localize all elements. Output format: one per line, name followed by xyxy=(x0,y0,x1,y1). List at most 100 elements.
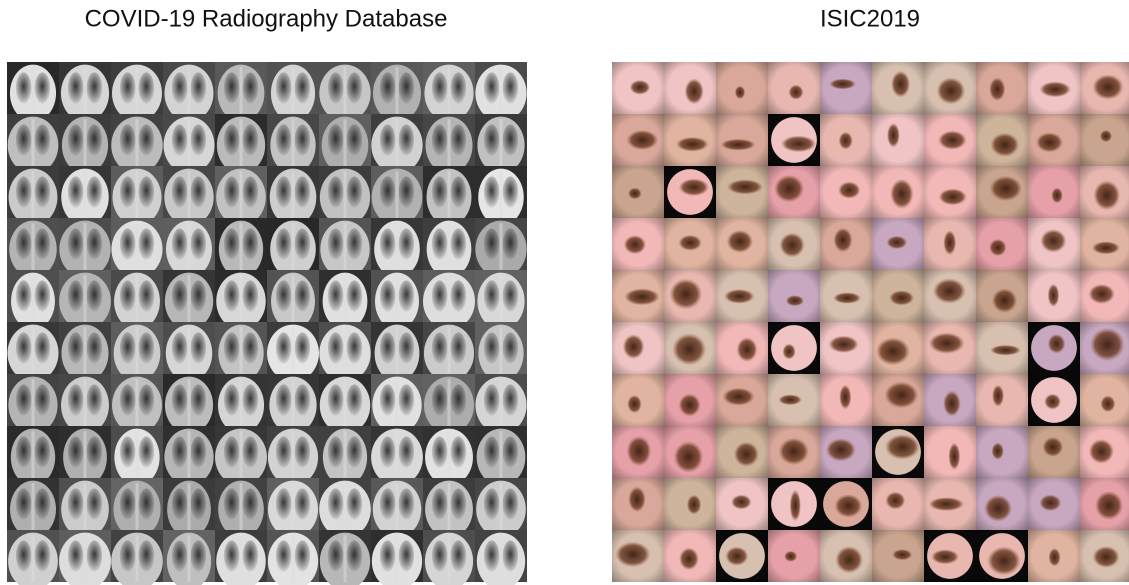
xray-tile xyxy=(163,322,215,382)
vignette xyxy=(612,374,664,426)
lung xyxy=(503,488,519,519)
xray-tile xyxy=(7,530,59,585)
vignette xyxy=(612,218,664,270)
lung xyxy=(224,436,240,467)
lung xyxy=(224,280,240,311)
lung xyxy=(120,72,136,103)
xray-tile xyxy=(163,478,215,538)
lung xyxy=(347,280,363,311)
lung xyxy=(139,124,155,155)
lung xyxy=(16,332,32,363)
vignette xyxy=(716,114,768,166)
skin-tile xyxy=(872,374,924,426)
lung xyxy=(68,228,84,259)
vignette xyxy=(976,426,1028,478)
lung xyxy=(120,280,136,311)
lung xyxy=(172,436,188,467)
spine xyxy=(395,223,398,270)
vignette xyxy=(976,166,1028,218)
lung xyxy=(347,436,363,467)
lung xyxy=(172,280,188,311)
spine xyxy=(499,327,502,374)
skin-tile xyxy=(1028,114,1080,166)
xray-tile xyxy=(475,114,527,174)
xray-tile xyxy=(163,114,215,174)
skin-tile xyxy=(1028,374,1080,426)
skin-tile xyxy=(612,530,664,582)
skin-tile xyxy=(976,322,1028,374)
vignette xyxy=(820,374,872,426)
spine xyxy=(499,67,502,114)
lung xyxy=(503,384,519,415)
spine xyxy=(239,535,242,582)
lung xyxy=(16,540,32,571)
vignette xyxy=(872,322,924,374)
lung xyxy=(484,124,500,155)
lung xyxy=(432,384,448,415)
xray-tile xyxy=(475,270,527,330)
lung xyxy=(139,72,155,103)
vignette xyxy=(1080,218,1129,270)
spine xyxy=(291,535,294,582)
spine xyxy=(187,535,190,582)
lung xyxy=(503,540,519,571)
xray-tile xyxy=(319,114,371,174)
lung xyxy=(503,228,519,259)
lung xyxy=(139,332,155,363)
spine xyxy=(291,483,294,530)
skin-tile xyxy=(612,322,664,374)
xray-tile xyxy=(423,478,475,538)
lung xyxy=(276,124,292,155)
vignette xyxy=(664,270,716,322)
xray-tile xyxy=(319,426,371,486)
lung xyxy=(16,488,32,519)
xray-tile xyxy=(111,426,163,486)
vignette xyxy=(716,322,768,374)
lung xyxy=(484,488,500,519)
lung xyxy=(295,436,311,467)
lung xyxy=(224,540,240,571)
spine xyxy=(83,275,86,322)
vignette xyxy=(612,322,664,374)
skin-tile xyxy=(976,270,1028,322)
skin-tile xyxy=(716,270,768,322)
vignette xyxy=(976,374,1028,426)
spine xyxy=(499,171,502,218)
spine xyxy=(239,483,242,530)
skin-tile xyxy=(1080,62,1129,114)
spine xyxy=(239,379,242,426)
skin-tile xyxy=(664,114,716,166)
vignette xyxy=(1028,114,1080,166)
lung xyxy=(276,384,292,415)
lung xyxy=(503,332,519,363)
lung xyxy=(451,540,467,571)
spine xyxy=(395,171,398,218)
skin-tile xyxy=(976,218,1028,270)
lung xyxy=(484,280,500,311)
xray-tile xyxy=(111,478,163,538)
vignette xyxy=(664,114,716,166)
lung xyxy=(451,488,467,519)
vignette xyxy=(716,166,768,218)
vignette xyxy=(820,114,872,166)
xray-tile xyxy=(319,166,371,226)
spine xyxy=(239,275,242,322)
lung xyxy=(35,384,51,415)
skin-tile xyxy=(664,322,716,374)
spine xyxy=(135,483,138,530)
xray-tile xyxy=(423,114,475,174)
spine xyxy=(395,431,398,478)
vignette xyxy=(768,426,820,478)
xray-tile xyxy=(423,374,475,434)
xray-tile xyxy=(7,114,59,174)
skin-tile xyxy=(716,218,768,270)
skin-tile xyxy=(1028,426,1080,478)
lung xyxy=(172,72,188,103)
lung xyxy=(432,436,448,467)
xray-tile xyxy=(371,270,423,330)
xray-tile xyxy=(59,530,111,585)
skin-tile xyxy=(612,114,664,166)
lung xyxy=(16,384,32,415)
skin-tile xyxy=(1080,530,1129,582)
xray-tile xyxy=(319,530,371,585)
